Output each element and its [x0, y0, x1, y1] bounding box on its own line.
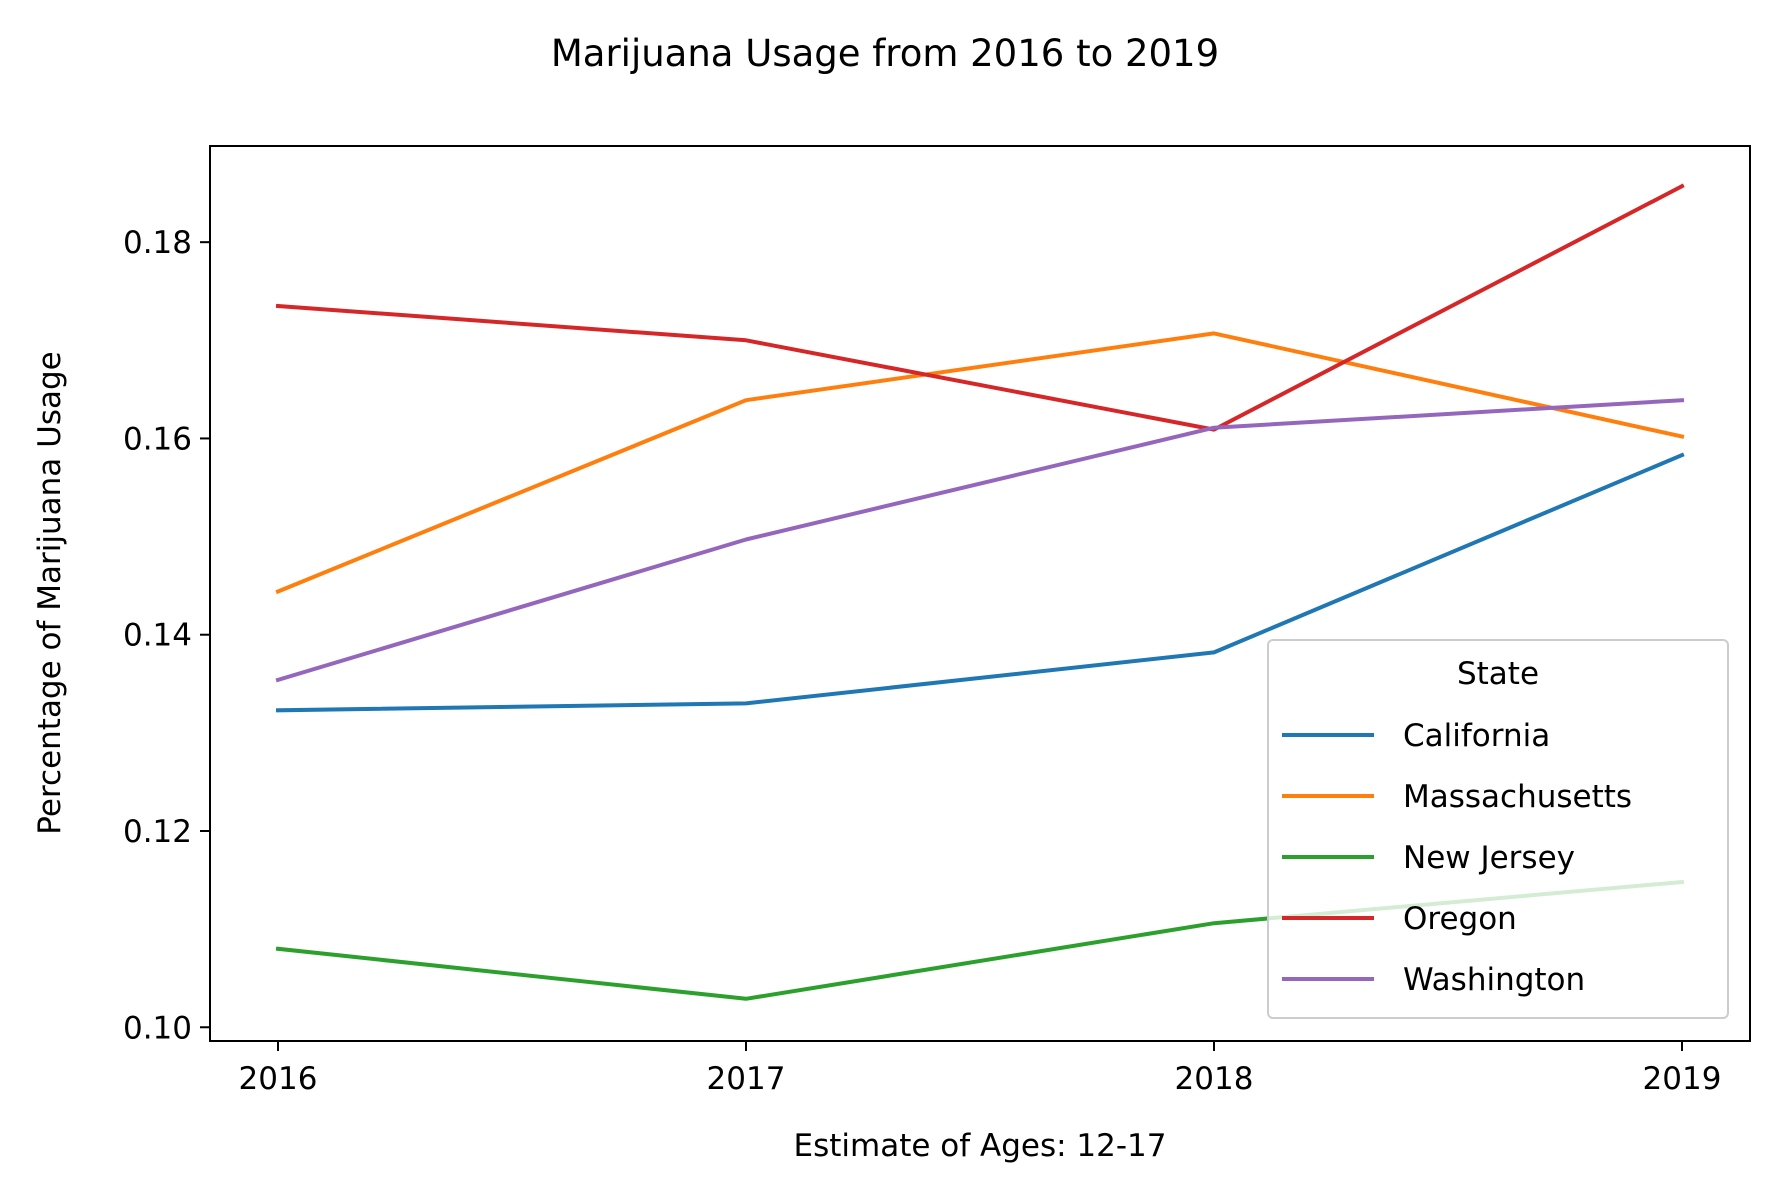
- series-line-oregon: [275, 183, 1685, 432]
- x-tick-label: 2019: [1643, 1061, 1722, 1097]
- legend-label-massachusetts: Massachusetts: [1403, 779, 1632, 815]
- legend-label-new-jersey: New Jersey: [1403, 840, 1575, 876]
- x-axis-label: Estimate of Ages: 12-17: [794, 1128, 1167, 1164]
- chart-title: Marijuana Usage from 2016 to 2019: [551, 32, 1219, 75]
- y-tick-label: 0.12: [123, 814, 192, 850]
- legend-label-oregon: Oregon: [1403, 901, 1517, 937]
- series-layer: [275, 183, 1685, 1001]
- legend-label-washington: Washington: [1403, 962, 1585, 998]
- x-tick-label: 2017: [707, 1061, 786, 1097]
- series-line-california: [275, 452, 1685, 713]
- legend-frame: [1267, 639, 1729, 1019]
- series-line-washington: [275, 398, 1685, 683]
- y-tick-label: 0.18: [123, 225, 192, 261]
- x-tick-label: 2018: [1175, 1061, 1254, 1097]
- legend-items: California Massachusetts New Jersey Oregon W…: [1282, 718, 1632, 998]
- y-tick-label: 0.16: [123, 421, 192, 457]
- x-tick-label: 2016: [239, 1061, 318, 1097]
- series-line-massachusetts: [275, 331, 1685, 595]
- y-tick-label: 0.14: [123, 618, 192, 654]
- y-tick-label: 0.10: [123, 1010, 192, 1046]
- legend-label-california: California: [1403, 718, 1550, 754]
- legend: State California Massachusetts New Jersey O…: [1267, 639, 1729, 1019]
- y-axis: 0.10 0.12 0.14 0.16 0.18: [123, 225, 210, 1046]
- plot-frame: [209, 145, 1751, 1042]
- y-axis-label: Percentage of Marijuana Usage: [32, 351, 68, 834]
- legend-title: State: [1457, 656, 1539, 692]
- x-axis: 2016 2017 2018 2019: [239, 1041, 1722, 1097]
